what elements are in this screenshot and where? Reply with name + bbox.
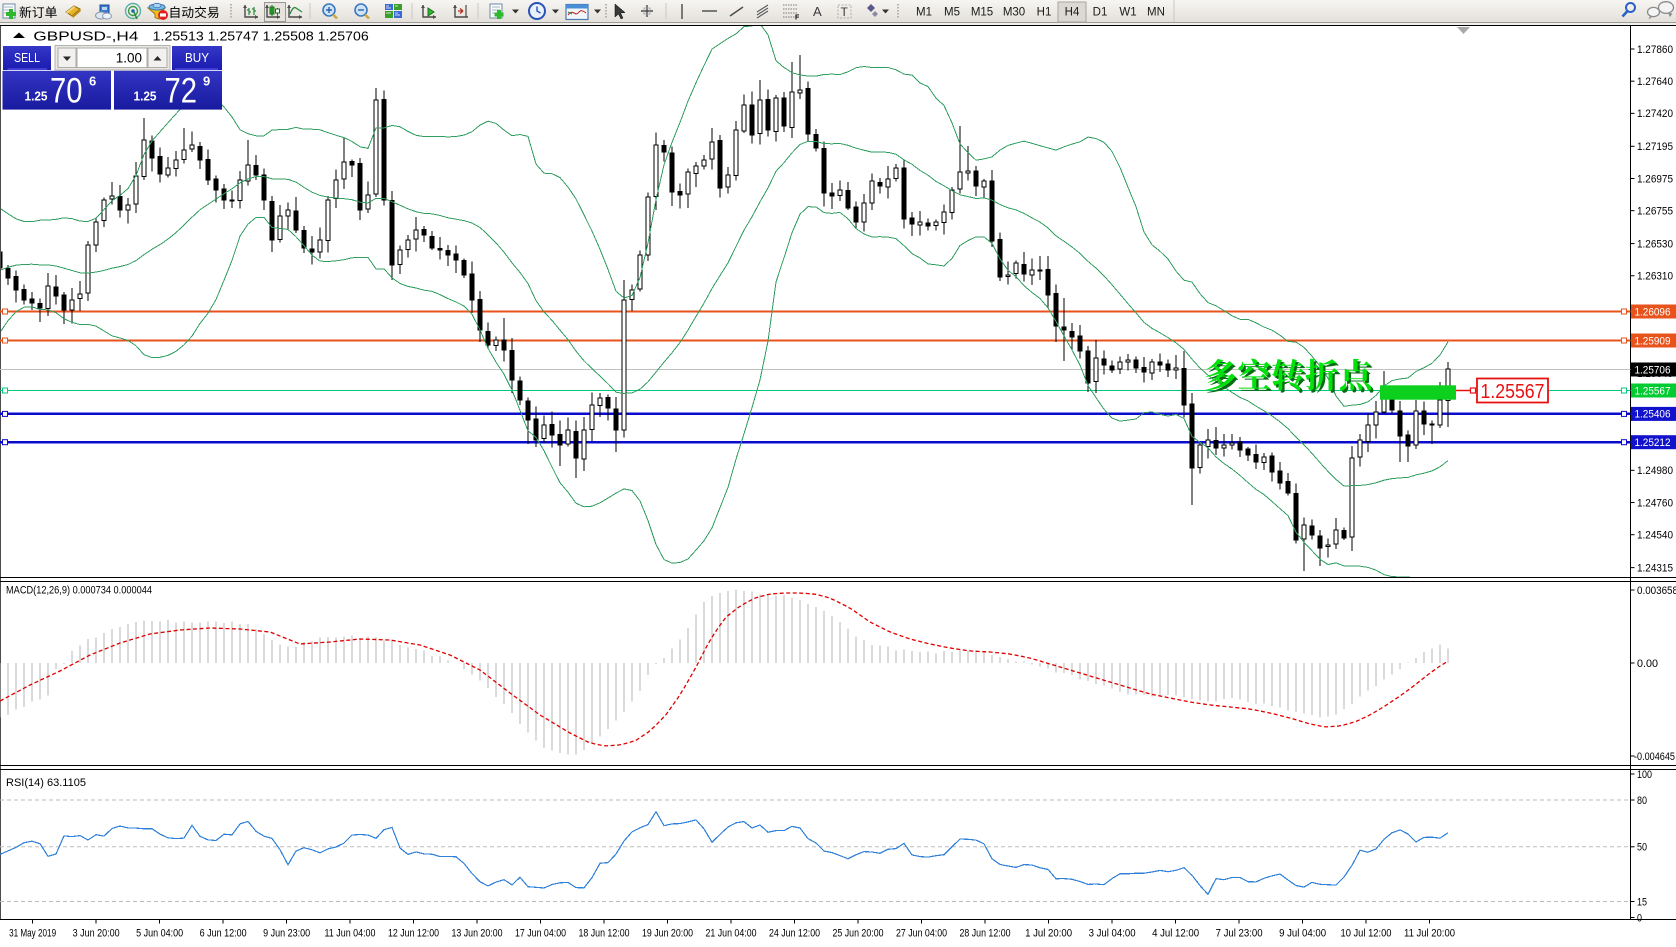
svg-text:18 Jun 12:00: 18 Jun 12:00 (579, 928, 630, 940)
svg-text:M5: M5 (944, 7, 960, 19)
svg-text:5 Jun 04:00: 5 Jun 04:00 (136, 928, 183, 940)
svg-text:1.25406: 1.25406 (1635, 409, 1671, 421)
svg-text:GBPUSD-,H4: GBPUSD-,H4 (33, 29, 138, 43)
svg-text:31 May 2019: 31 May 2019 (9, 928, 56, 940)
svg-text:28 Jun 12:00: 28 Jun 12:00 (960, 928, 1011, 940)
svg-text:SELL: SELL (14, 51, 40, 65)
svg-text:0: 0 (1637, 912, 1642, 924)
svg-text:19 Jun 20:00: 19 Jun 20:00 (642, 928, 693, 940)
svg-text:1.27860: 1.27860 (1637, 44, 1673, 56)
svg-text:A: A (813, 4, 822, 19)
svg-text:50: 50 (1637, 842, 1647, 854)
svg-text:1.26975: 1.26975 (1637, 173, 1673, 185)
svg-text:10 Jul 12:00: 10 Jul 12:00 (1341, 928, 1392, 940)
svg-text:T: T (841, 5, 849, 19)
svg-text:100: 100 (1637, 769, 1652, 781)
svg-text:1.00: 1.00 (116, 51, 142, 66)
svg-text:RSI(14) 63.1105: RSI(14) 63.1105 (6, 777, 86, 789)
svg-text:1.26530: 1.26530 (1637, 238, 1673, 250)
svg-text:H1: H1 (1037, 7, 1052, 19)
svg-text:MN: MN (1147, 7, 1165, 19)
svg-text:9 Jun 23:00: 9 Jun 23:00 (263, 928, 310, 940)
svg-text:H4: H4 (1065, 7, 1080, 19)
svg-text:72: 72 (165, 72, 198, 111)
svg-text:17 Jun 04:00: 17 Jun 04:00 (515, 928, 566, 940)
svg-text:15: 15 (1637, 896, 1647, 908)
svg-text:M15: M15 (971, 7, 993, 19)
svg-text:1.25212: 1.25212 (1635, 437, 1671, 449)
svg-text:4 Jul 12:00: 4 Jul 12:00 (1152, 928, 1199, 940)
svg-text:1.24315: 1.24315 (1637, 562, 1673, 574)
svg-text:21 Jun 04:00: 21 Jun 04:00 (706, 928, 757, 940)
svg-text:3 Jul 04:00: 3 Jul 04:00 (1089, 928, 1136, 940)
svg-text:1 Jul 20:00: 1 Jul 20:00 (1025, 928, 1072, 940)
svg-text:0.00: 0.00 (1637, 658, 1658, 670)
svg-text:BUY: BUY (185, 51, 210, 65)
svg-text:1.25: 1.25 (134, 90, 157, 104)
svg-text:W1: W1 (1119, 7, 1136, 19)
svg-text:11 Jul 20:00: 11 Jul 20:00 (1404, 928, 1455, 940)
svg-text:1.25909: 1.25909 (1635, 335, 1671, 347)
svg-text:12 Jun 12:00: 12 Jun 12:00 (388, 928, 439, 940)
svg-text:25 Jun 20:00: 25 Jun 20:00 (833, 928, 884, 940)
svg-text:1.24760: 1.24760 (1637, 497, 1673, 509)
svg-text:M30: M30 (1003, 7, 1025, 19)
svg-text:6: 6 (89, 74, 96, 89)
svg-text:-0.004645: -0.004645 (1634, 751, 1675, 763)
svg-text:1.25567: 1.25567 (1635, 385, 1671, 397)
svg-text:1.26310: 1.26310 (1637, 271, 1673, 283)
svg-text:27 Jun 04:00: 27 Jun 04:00 (896, 928, 947, 940)
svg-text:1.25567: 1.25567 (1481, 380, 1545, 403)
svg-text:D1: D1 (1093, 7, 1108, 19)
svg-text:F: F (795, 15, 800, 22)
svg-text:80: 80 (1637, 795, 1647, 807)
svg-text:M1: M1 (916, 7, 932, 19)
svg-text:9: 9 (203, 74, 210, 89)
svg-text:MACD(12,26,9) 0.000734 0.00004: MACD(12,26,9) 0.000734 0.000044 (6, 585, 152, 597)
svg-text:1.25706: 1.25706 (1635, 364, 1671, 376)
svg-text:1.24540: 1.24540 (1637, 530, 1673, 542)
svg-text:1.25: 1.25 (25, 90, 48, 104)
svg-text:1.24980: 1.24980 (1637, 465, 1673, 477)
svg-text:7 Jul 23:00: 7 Jul 23:00 (1216, 928, 1263, 940)
svg-text:24 Jun 12:00: 24 Jun 12:00 (769, 928, 820, 940)
svg-text:1.27420: 1.27420 (1637, 108, 1673, 120)
svg-text:0.003658: 0.003658 (1637, 585, 1676, 597)
svg-text:13 Jun 20:00: 13 Jun 20:00 (452, 928, 503, 940)
svg-text:1.26096: 1.26096 (1635, 306, 1671, 318)
svg-text:6 Jun 12:00: 6 Jun 12:00 (200, 928, 247, 940)
svg-text:70: 70 (50, 72, 83, 111)
svg-text:1.26755: 1.26755 (1637, 205, 1673, 217)
svg-text:11 Jun 04:00: 11 Jun 04:00 (325, 928, 376, 940)
svg-text:3 Jun 20:00: 3 Jun 20:00 (73, 928, 120, 940)
svg-text:9 Jul 04:00: 9 Jul 04:00 (1279, 928, 1326, 940)
svg-text:1.25513 1.25747 1.25508 1.2570: 1.25513 1.25747 1.25508 1.25706 (153, 29, 369, 43)
svg-text:1.27195: 1.27195 (1637, 141, 1673, 153)
svg-text:1.27640: 1.27640 (1637, 76, 1673, 88)
